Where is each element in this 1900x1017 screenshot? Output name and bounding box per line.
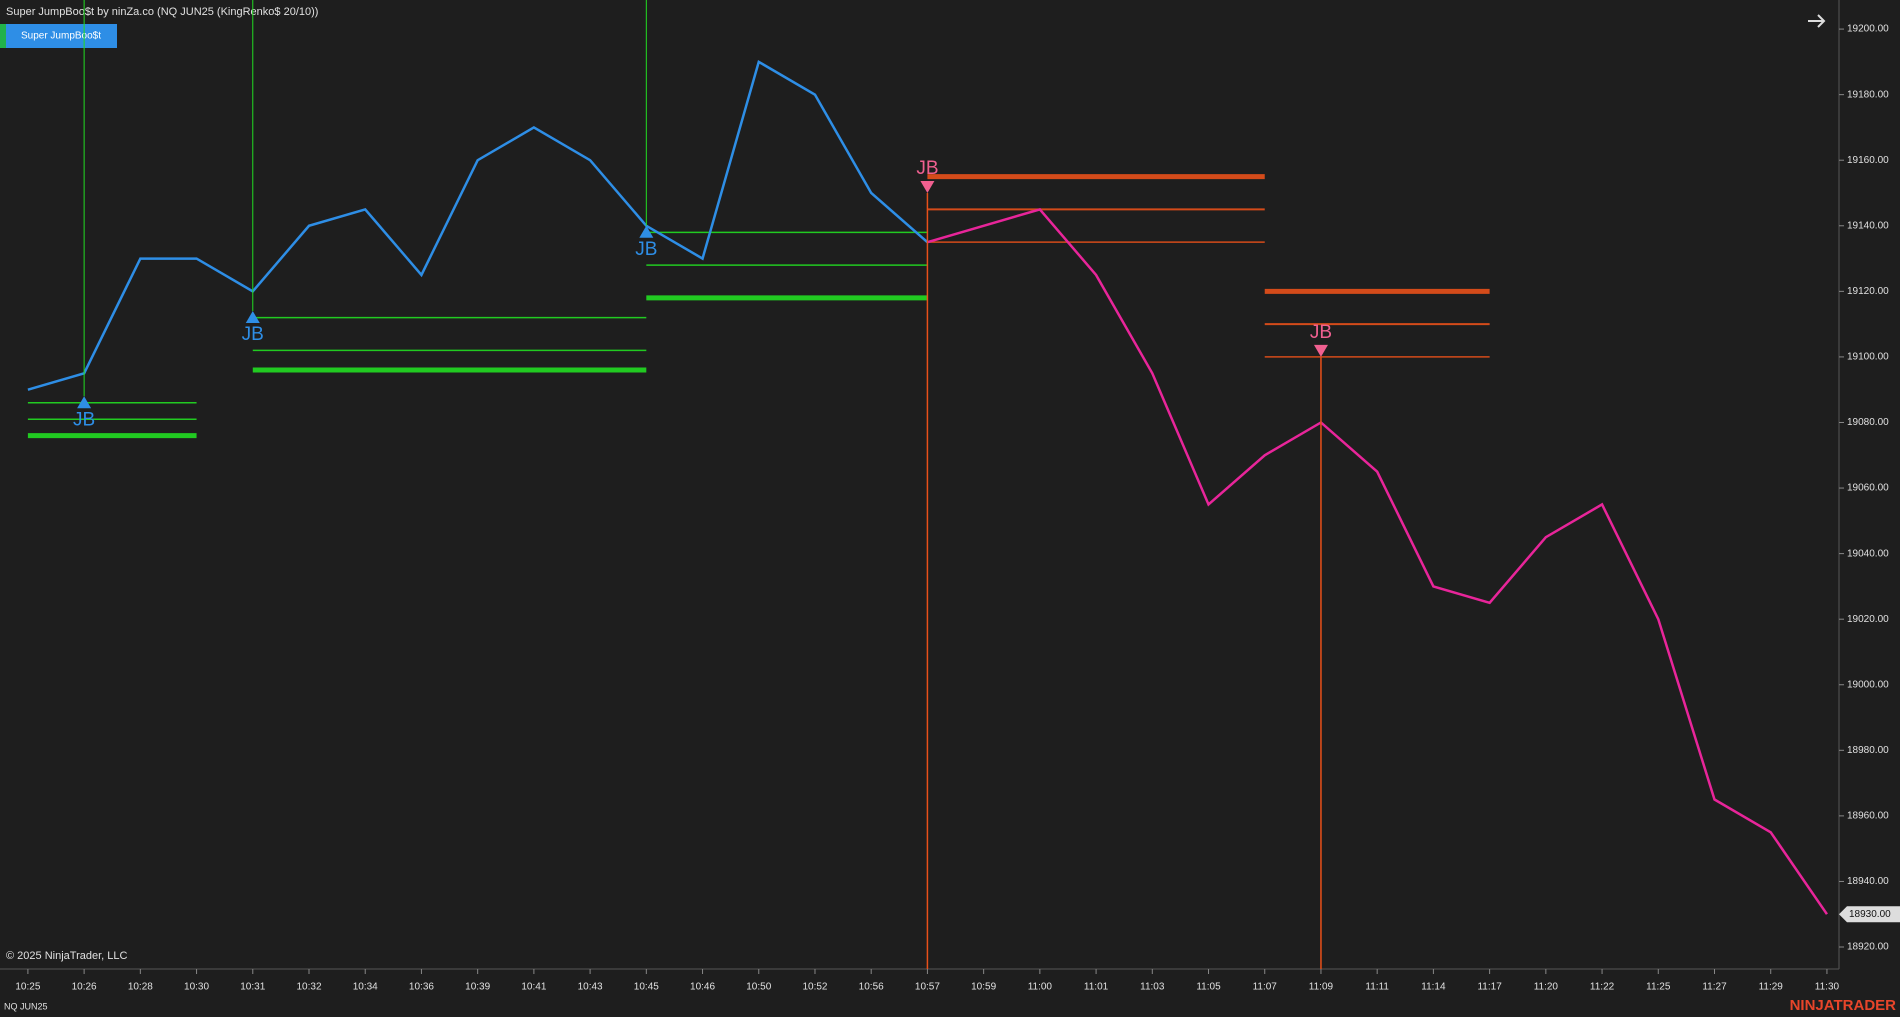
x-tick-label: 11:01 bbox=[1084, 982, 1109, 993]
price-line bbox=[927, 207, 1828, 915]
x-tick-label: 10:59 bbox=[971, 982, 996, 993]
x-tick-label: 10:34 bbox=[353, 982, 378, 993]
y-tick-label: 19040.00 bbox=[1847, 548, 1889, 559]
x-tick-label: 10:46 bbox=[690, 982, 715, 993]
y-tick-label: 19100.00 bbox=[1847, 352, 1889, 363]
x-tick-label: 10:45 bbox=[634, 982, 659, 993]
price-line bbox=[27, 59, 929, 391]
y-tick-label: 19200.00 bbox=[1847, 24, 1889, 35]
y-tick-label: 18940.00 bbox=[1847, 876, 1889, 887]
x-tick-label: 11:07 bbox=[1253, 982, 1278, 993]
arrow-icon[interactable] bbox=[1808, 14, 1826, 28]
signal-label: JB bbox=[916, 158, 938, 179]
x-tick-label: 10:52 bbox=[802, 982, 827, 993]
last-price-box bbox=[1839, 906, 1900, 923]
y-tick-label: 19180.00 bbox=[1847, 89, 1889, 100]
y-tick-label: 19160.00 bbox=[1847, 155, 1889, 166]
signal-label: JB bbox=[73, 409, 95, 430]
signal-marker bbox=[920, 180, 935, 193]
indicator-button[interactable] bbox=[6, 24, 117, 48]
y-tick-label: 19140.00 bbox=[1847, 220, 1889, 231]
y-tick-label: 18980.00 bbox=[1847, 745, 1889, 756]
signal-marker bbox=[639, 225, 654, 238]
x-tick-label: 10:39 bbox=[465, 982, 490, 993]
chart-title: Super JumpBoo$t by ninZa.co (NQ JUN25 (K… bbox=[6, 6, 318, 18]
indicator-tag bbox=[0, 24, 6, 48]
x-tick-label: 10:57 bbox=[915, 982, 940, 993]
y-tick-label: 19000.00 bbox=[1847, 679, 1889, 690]
last-price-label: 18930.00 bbox=[1849, 909, 1891, 920]
x-tick-label: 10:43 bbox=[578, 982, 603, 993]
y-tick-label: 19120.00 bbox=[1847, 286, 1889, 297]
brand: NINJATRADER bbox=[1790, 997, 1897, 1014]
x-tick-label: 11:03 bbox=[1140, 982, 1165, 993]
x-tick-label: 10:50 bbox=[746, 982, 771, 993]
x-tick-label: 11:14 bbox=[1421, 982, 1446, 993]
x-tick-label: 10:41 bbox=[521, 982, 546, 993]
y-tick-label: 19060.00 bbox=[1847, 483, 1889, 494]
signal-label: JB bbox=[635, 239, 657, 260]
x-tick-label: 11:17 bbox=[1477, 982, 1502, 993]
x-tick-label: 11:29 bbox=[1759, 982, 1784, 993]
x-tick-label: 11:00 bbox=[1028, 982, 1053, 993]
x-tick-label: 11:20 bbox=[1534, 982, 1559, 993]
x-tick-label: 11:30 bbox=[1815, 982, 1840, 993]
signal-marker bbox=[77, 396, 92, 409]
y-tick-label: 19020.00 bbox=[1847, 614, 1889, 625]
signal-marker bbox=[245, 311, 260, 324]
x-tick-label: 11:11 bbox=[1365, 982, 1389, 993]
y-tick-label: 19080.00 bbox=[1847, 417, 1889, 428]
x-tick-label: 11:09 bbox=[1309, 982, 1334, 993]
x-tick-label: 10:28 bbox=[128, 982, 153, 993]
x-tick-label: 10:31 bbox=[240, 982, 265, 993]
indicator-button-label[interactable]: Super JumpBoo$t bbox=[21, 31, 101, 42]
x-tick-label: 11:25 bbox=[1646, 982, 1671, 993]
x-tick-label: 11:22 bbox=[1590, 982, 1615, 993]
x-tick-label: 11:27 bbox=[1702, 982, 1727, 993]
x-tick-label: 10:32 bbox=[296, 982, 321, 993]
x-tick-label: 10:36 bbox=[409, 982, 434, 993]
instrument-label: NQ JUN25 bbox=[4, 1001, 48, 1011]
signal-marker bbox=[1313, 344, 1328, 357]
x-tick-label: 11:05 bbox=[1196, 982, 1221, 993]
signal-label: JB bbox=[242, 324, 264, 345]
x-tick-label: 10:26 bbox=[72, 982, 97, 993]
x-tick-label: 10:25 bbox=[15, 982, 40, 993]
y-tick-label: 18920.00 bbox=[1847, 942, 1889, 953]
copyright: © 2025 NinjaTrader, LLC bbox=[6, 950, 127, 962]
x-tick-label: 10:30 bbox=[184, 982, 209, 993]
signal-label: JB bbox=[1310, 322, 1332, 343]
x-tick-label: 10:56 bbox=[859, 982, 884, 993]
y-tick-label: 18960.00 bbox=[1847, 811, 1889, 822]
